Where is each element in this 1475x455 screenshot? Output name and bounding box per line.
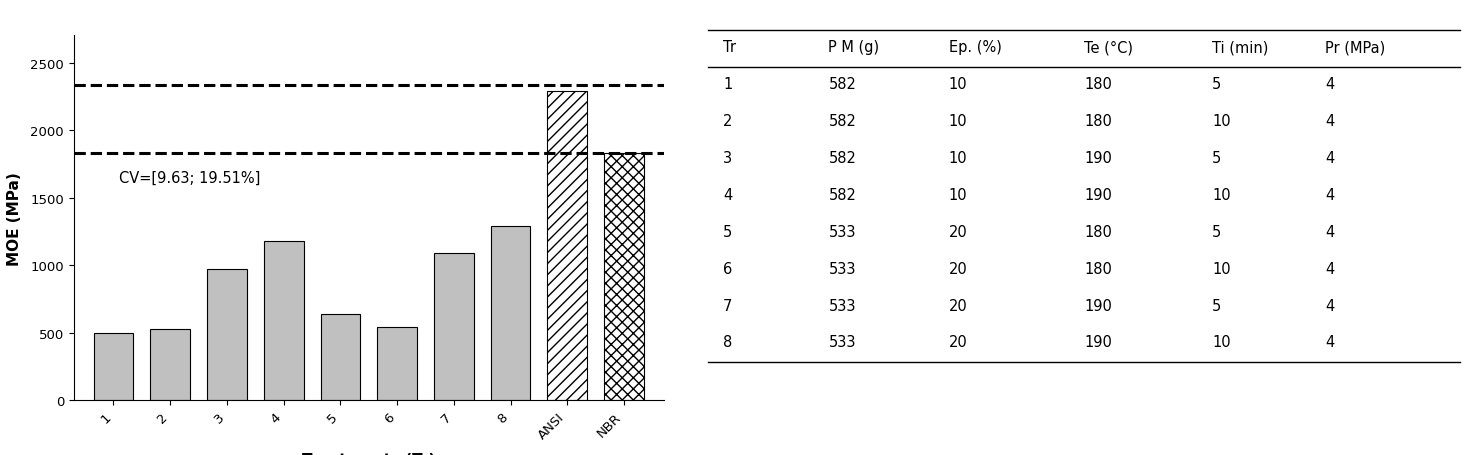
- Text: Te (°C): Te (°C): [1084, 40, 1133, 55]
- Text: 5: 5: [1212, 151, 1221, 166]
- Text: 190: 190: [1084, 151, 1112, 166]
- Text: 180: 180: [1084, 261, 1112, 276]
- Bar: [207, 269, 246, 400]
- Text: 533: 533: [829, 224, 855, 239]
- Bar: [491, 227, 531, 400]
- Text: 10: 10: [948, 114, 968, 129]
- Text: 10: 10: [1212, 335, 1230, 350]
- Text: 4: 4: [1325, 187, 1333, 202]
- Text: 2: 2: [723, 114, 733, 129]
- Text: 10: 10: [948, 151, 968, 166]
- Text: CV=[9.63; 19.51%]: CV=[9.63; 19.51%]: [119, 170, 261, 185]
- Text: 533: 533: [829, 261, 855, 276]
- Text: 20: 20: [948, 298, 968, 313]
- Text: 10: 10: [948, 187, 968, 202]
- Text: 533: 533: [829, 335, 855, 350]
- Text: 10: 10: [1212, 187, 1230, 202]
- Text: 10: 10: [1212, 114, 1230, 129]
- Text: 582: 582: [829, 151, 855, 166]
- Text: 10: 10: [948, 77, 968, 92]
- Text: 180: 180: [1084, 77, 1112, 92]
- Text: 190: 190: [1084, 187, 1112, 202]
- Text: 5: 5: [1212, 77, 1221, 92]
- Text: 8: 8: [723, 335, 732, 350]
- Bar: [150, 329, 190, 400]
- Text: 20: 20: [948, 335, 968, 350]
- Bar: [378, 327, 417, 400]
- Text: Tr: Tr: [723, 40, 736, 55]
- Bar: [264, 241, 304, 400]
- Text: 20: 20: [948, 224, 968, 239]
- Text: 582: 582: [829, 77, 855, 92]
- Text: 4: 4: [1325, 77, 1333, 92]
- Text: 4: 4: [1325, 298, 1333, 313]
- Text: 4: 4: [1325, 114, 1333, 129]
- Text: 4: 4: [1325, 261, 1333, 276]
- Text: 4: 4: [723, 187, 732, 202]
- Text: 5: 5: [1212, 224, 1221, 239]
- Text: 180: 180: [1084, 114, 1112, 129]
- Text: 4: 4: [1325, 224, 1333, 239]
- Text: 582: 582: [829, 187, 855, 202]
- Text: 190: 190: [1084, 335, 1112, 350]
- Text: Pr (MPa): Pr (MPa): [1325, 40, 1385, 55]
- Text: Ep. (%): Ep. (%): [948, 40, 1002, 55]
- Text: 4: 4: [1325, 151, 1333, 166]
- Text: 533: 533: [829, 298, 855, 313]
- Bar: [434, 253, 473, 400]
- Text: 20: 20: [948, 261, 968, 276]
- Bar: [320, 315, 360, 400]
- Text: P M (g): P M (g): [829, 40, 879, 55]
- Bar: [93, 333, 133, 400]
- Text: 180: 180: [1084, 224, 1112, 239]
- Text: 1: 1: [723, 77, 732, 92]
- Text: 6: 6: [723, 261, 732, 276]
- Text: 5: 5: [723, 224, 732, 239]
- Bar: [547, 91, 587, 400]
- Bar: [605, 154, 645, 400]
- Text: 4: 4: [1325, 335, 1333, 350]
- Text: 7: 7: [723, 298, 733, 313]
- Text: 190: 190: [1084, 298, 1112, 313]
- Text: 10: 10: [1212, 261, 1230, 276]
- X-axis label: Treatments (Tr): Treatments (Tr): [302, 452, 435, 455]
- Text: Ti (min): Ti (min): [1212, 40, 1268, 55]
- Text: 582: 582: [829, 114, 855, 129]
- Y-axis label: MOE (MPa): MOE (MPa): [7, 172, 22, 265]
- Text: 3: 3: [723, 151, 732, 166]
- Text: 5: 5: [1212, 298, 1221, 313]
